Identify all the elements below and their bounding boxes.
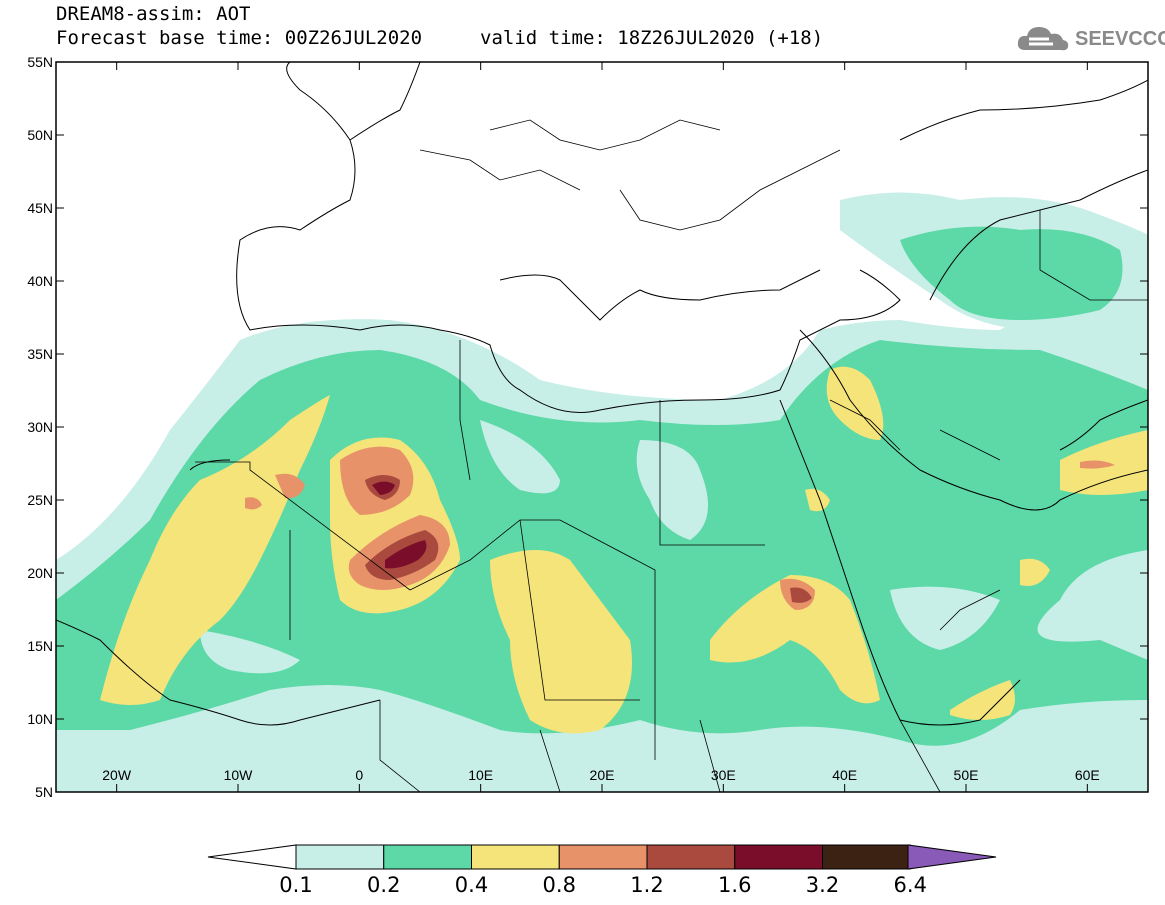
lat-label: 35N xyxy=(27,346,53,362)
map-title: DREAM8-assim: AOT xyxy=(56,3,251,25)
lon-label: 50E xyxy=(954,767,979,783)
lon-label: 20W xyxy=(102,767,132,783)
colorbar-label: 0.8 xyxy=(543,873,576,897)
lon-label: 10E xyxy=(468,767,493,783)
colorbar-swatch xyxy=(646,844,736,870)
colorbar-swatch xyxy=(822,844,911,870)
aot-contour-1.6 xyxy=(372,481,427,569)
lat-label: 10N xyxy=(27,711,53,727)
lat-label: 5N xyxy=(35,784,53,800)
lat-label: 40N xyxy=(27,273,53,289)
colorbar-swatch xyxy=(558,844,648,870)
lat-label: 20N xyxy=(27,565,53,581)
colorbar-label: 6.4 xyxy=(894,873,927,897)
borders xyxy=(195,119,1148,792)
valid-time: valid time: 18Z26JUL2020 (+18) xyxy=(480,27,824,49)
lon-label: 30E xyxy=(711,767,736,783)
colorbar-swatch xyxy=(383,844,472,870)
lat-label: 50N xyxy=(27,127,53,143)
lon-label: 0 xyxy=(355,767,363,783)
forecast-base-time: Forecast base time: 00Z26JUL2020 xyxy=(56,27,423,49)
colorbar-label: 0.1 xyxy=(279,873,312,897)
coastline xyxy=(56,62,1148,726)
lon-label: 10W xyxy=(224,767,254,783)
aot-field xyxy=(56,62,1148,792)
lon-label: 60E xyxy=(1075,767,1100,783)
colorbar-swatch xyxy=(295,844,385,870)
lat-label: 25N xyxy=(27,492,53,508)
colorbar-label: 0.4 xyxy=(455,873,488,897)
lon-label: 40E xyxy=(832,767,857,783)
colorbar-label: 0.2 xyxy=(367,873,400,897)
lat-label: 45N xyxy=(27,200,53,216)
colorbar-label: 3.2 xyxy=(806,873,839,897)
lon-label: 20E xyxy=(590,767,615,783)
colorbar-left-arrow xyxy=(207,844,297,870)
aot-contour-0.2 xyxy=(56,226,1148,746)
colorbar-label: 1.6 xyxy=(718,873,751,897)
aot-hole xyxy=(200,420,1000,674)
cloud-logo-icon xyxy=(1017,27,1069,51)
colorbar: 0.1 0.2 0.4 0.8 1.2 1.6 3.2 6.4 xyxy=(207,844,997,897)
seevccc-logo: SEEVCCC xyxy=(1015,22,1165,58)
lat-label: 30N xyxy=(27,419,53,435)
colorbar-swatch xyxy=(471,844,560,870)
colorbar-swatch xyxy=(734,844,823,870)
colorbar-label: 1.2 xyxy=(630,873,663,897)
lat-label: 55N xyxy=(27,54,53,70)
latitude-labels: 55N 50N 45N 40N 35N 30N 25N 20N 15N 10N 5N xyxy=(27,54,53,800)
colorbar-right-arrow xyxy=(907,844,997,870)
axis-ticks xyxy=(56,61,1148,793)
lat-label: 15N xyxy=(27,638,53,654)
longitude-labels: 20W 10W 0 10E 20E 30E 40E 50E 60E xyxy=(102,767,1100,783)
logo-text: SEEVCCC xyxy=(1075,28,1165,50)
